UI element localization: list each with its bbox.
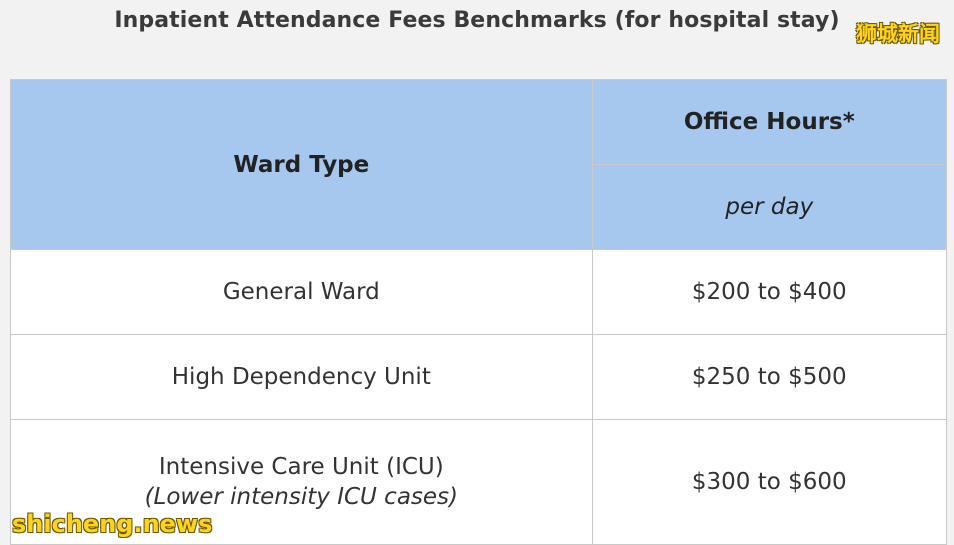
fee-cell: $250 to $500 <box>591 334 948 420</box>
table-subheader-row: per day <box>11 164 948 250</box>
table-header-row: Ward Type Office Hours* <box>10 79 948 250</box>
watermark-bottom: shicheng.news <box>12 510 213 538</box>
fee-cell: $300 to $600 <box>591 419 948 545</box>
table-row: High Dependency Unit $250 to $500 <box>10 334 948 420</box>
header-office-hours: Office Hours* <box>591 79 948 165</box>
ward-note: (Lower intensity ICU cases) <box>144 484 459 510</box>
ward-name: Intensive Care Unit (ICU) <box>158 454 444 480</box>
header-per-day: per day <box>591 164 948 250</box>
fee-cell: $200 to $400 <box>591 249 948 335</box>
table-row: General Ward $200 to $400 <box>10 249 948 335</box>
ward-cell: High Dependency Unit <box>10 334 593 420</box>
ward-cell: General Ward <box>10 249 593 335</box>
ward-cell-icu: Intensive Care Unit (ICU) (Lower intensi… <box>10 419 593 545</box>
fees-table: Ward Type Office Hours* per day General … <box>10 79 948 545</box>
header-ward-type: Ward Type <box>10 79 593 250</box>
table-row: Intensive Care Unit (ICU) (Lower intensi… <box>10 419 948 545</box>
watermark-top: 狮城新闻 <box>856 22 940 46</box>
page-title: Inpatient Attendance Fees Benchmarks (fo… <box>114 8 840 33</box>
